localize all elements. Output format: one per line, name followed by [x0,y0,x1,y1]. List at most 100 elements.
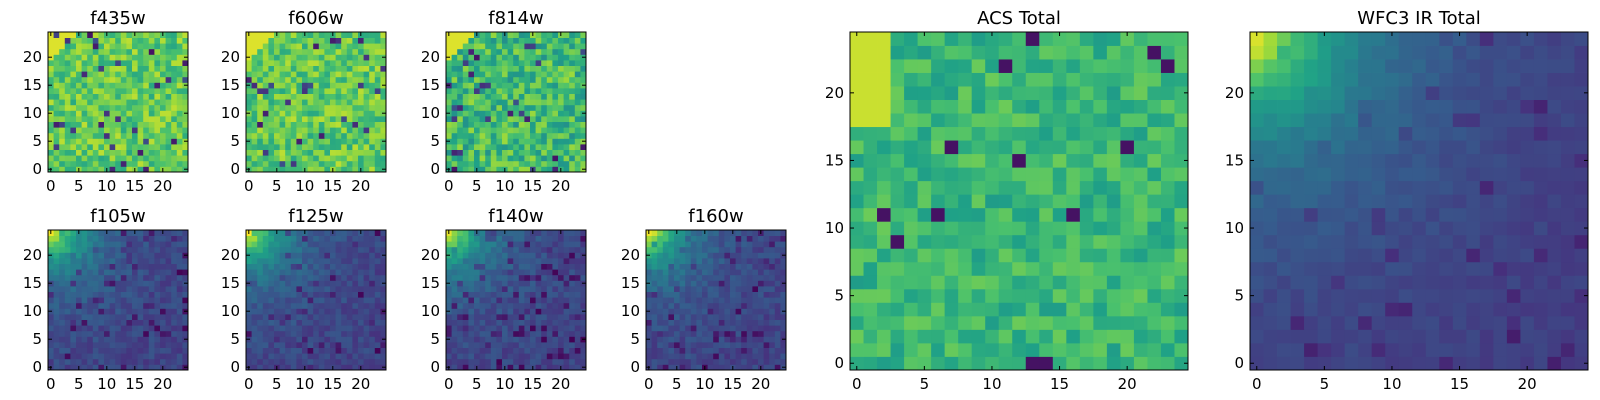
heatmap-cell [580,127,587,134]
heatmap-cell [302,274,308,281]
heatmap-cell [48,37,54,44]
heatmap-cell [696,336,703,343]
heatmap-cell [468,54,475,61]
heatmap-cell [313,297,320,304]
heatmap-cell [64,54,71,61]
heatmap-cell [580,93,587,100]
heatmap-cell [490,246,497,253]
heatmap-cell [246,37,252,44]
heatmap-cell [53,274,60,281]
heatmap-cell [81,138,88,145]
heatmap-cell [154,230,161,236]
heatmap-cell [1174,248,1189,263]
heatmap-cell [109,342,116,348]
heatmap-cell [246,353,252,360]
heatmap-cell [48,60,54,66]
heatmap-cell [148,155,155,162]
heatmap-cell [496,263,503,270]
heatmap-cell [546,155,553,162]
heatmap-cell [468,104,475,111]
heatmap-cell [651,336,658,343]
heatmap-cell [485,48,492,55]
heatmap-cell [451,132,458,139]
heatmap-cell [646,302,652,309]
heatmap-cell [307,93,314,100]
heatmap-cell [251,269,258,276]
heatmap-cell [341,160,348,167]
heatmap-cell [137,364,144,371]
heatmap-cell [246,235,252,242]
heatmap-cell [296,347,303,354]
heatmap-cell [679,280,686,287]
heatmap-cell [518,291,525,298]
heatmap-cell [462,48,469,55]
heatmap-cell [302,104,308,111]
heatmap-cell [569,230,576,236]
heatmap-cell [76,116,82,122]
heatmap-cell [70,325,77,332]
heatmap-cell [335,43,342,50]
heatmap-cell [274,138,280,145]
heatmap-cell [363,88,370,94]
heatmap-cell [352,166,359,173]
heatmap-cell [251,37,258,44]
heatmap-cell [92,149,99,156]
heatmap-cell [513,93,520,100]
heatmap-cell [457,286,464,292]
heatmap-cell [462,297,469,304]
heatmap-cell [307,269,314,276]
heatmap-cell [126,104,133,111]
heatmap-cell [702,297,708,304]
heatmap-cell [48,353,54,360]
heatmap-cell [70,43,77,50]
heatmap-cell [341,358,348,365]
heatmap-cell [262,241,269,248]
heatmap-cell [120,54,127,61]
heatmap-cell [132,88,138,94]
heatmap-cell [109,297,116,304]
heatmap-cell [296,258,303,264]
heatmap-cell [120,88,127,94]
heatmap-cell [1133,207,1148,222]
heatmap-cell [746,258,753,264]
heatmap-cell [335,88,342,94]
heatmap-cell [530,325,536,332]
heatmap-cell [380,325,387,332]
heatmap-cell [524,342,531,348]
heatmap-cell [679,308,686,315]
heatmap-cell [120,342,127,348]
heatmap-cell [257,71,264,78]
heatmap-cell [279,110,286,117]
heatmap-cell [569,99,576,106]
heatmap-cell [1160,167,1175,182]
heatmap-cell [92,116,99,122]
x-tick-label: 15 [323,375,342,393]
heatmap-cell [59,65,66,72]
heatmap-cell [59,127,66,134]
heatmap-cell [651,297,658,304]
heatmap-cell [558,76,564,83]
heatmap-cell [92,160,99,167]
heatmap-cell [468,132,475,139]
heatmap-cell [446,48,452,55]
heatmap-cell [931,302,946,317]
heatmap-cell [730,235,736,242]
heatmap-cell [70,160,77,167]
heatmap-cell [143,235,150,242]
heatmap-cell [48,116,54,122]
heatmap-cell [307,160,314,167]
heatmap-cell [563,291,570,298]
heatmap-cell [70,230,77,236]
heatmap-cell [546,54,553,61]
heatmap-cell [580,286,587,292]
heatmap-cell [685,314,692,320]
heatmap-cell [59,353,66,360]
heatmap-cell [752,235,759,242]
heatmap-cell [574,144,581,150]
heatmap-cell [563,144,570,150]
heatmap-cell [535,269,542,276]
heatmap-cell [958,221,973,236]
heatmap-cell [496,99,503,106]
heatmap-cell [985,153,1000,168]
heatmap-cell [380,121,387,128]
